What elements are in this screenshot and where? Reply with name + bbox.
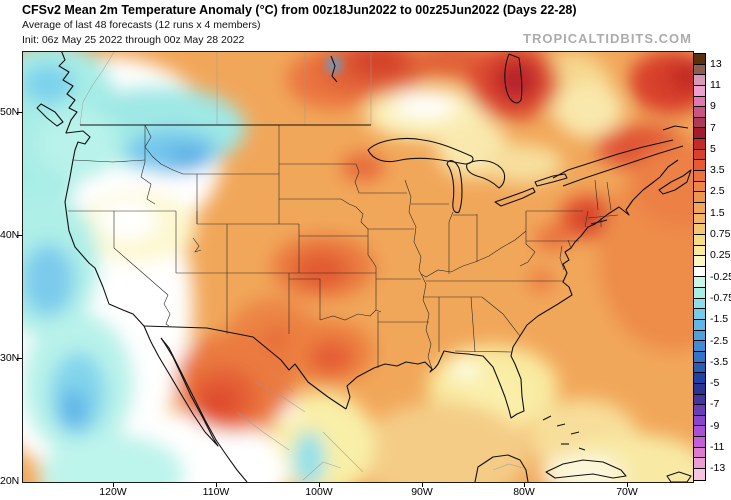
colorbar-segment bbox=[694, 192, 705, 203]
colorbar-label: -0.75 bbox=[710, 291, 731, 304]
colorbar-segment bbox=[694, 351, 705, 363]
colorbar-segment bbox=[694, 107, 705, 118]
colorbar-label: -0.25 bbox=[710, 270, 731, 283]
colorbar-segment bbox=[694, 139, 705, 150]
lake-winnipeg-anomaly-dot bbox=[327, 58, 341, 72]
anomaly-field bbox=[23, 52, 693, 482]
lon-label-110W: 110W bbox=[202, 486, 230, 498]
lon-tick bbox=[113, 483, 114, 487]
colorbar-label: 3.5 bbox=[710, 164, 725, 177]
colorbar-segment bbox=[694, 96, 705, 108]
colorbar-segment bbox=[694, 447, 705, 459]
colorbar-segment bbox=[694, 117, 705, 129]
colorbar-segment bbox=[694, 234, 705, 246]
state-borders bbox=[68, 124, 619, 370]
colorbar-segment bbox=[694, 468, 705, 480]
lon-tick bbox=[319, 483, 320, 487]
lat-tick bbox=[17, 358, 22, 359]
lon-tick bbox=[524, 483, 525, 487]
colorbar-segment bbox=[694, 415, 705, 427]
colorbar-label: -3.5 bbox=[710, 355, 729, 368]
anomaly-map bbox=[22, 51, 694, 483]
colorbar-segment bbox=[694, 202, 705, 214]
colorbar-segment bbox=[694, 383, 705, 395]
lon-tick bbox=[422, 483, 423, 487]
watermark: TROPICALTIDBITS.COM bbox=[523, 31, 692, 46]
colorbar-segment bbox=[694, 224, 705, 235]
lat-label-50N: 50N bbox=[0, 106, 20, 118]
colorbar bbox=[693, 53, 706, 481]
colorbar-label: -1.5 bbox=[710, 313, 729, 326]
colorbar-label: 1.5 bbox=[710, 206, 725, 219]
colorbar-label: -11 bbox=[710, 441, 725, 454]
colorbar-segment bbox=[694, 394, 705, 406]
colorbar-segment bbox=[694, 458, 705, 469]
colorbar-segment bbox=[694, 277, 705, 289]
colorbar-label: 2.5 bbox=[710, 185, 725, 198]
colorbar-segment bbox=[694, 64, 705, 76]
colorbar-label: -13 bbox=[710, 462, 726, 475]
colorbar-segment bbox=[694, 320, 705, 331]
colorbar-segment bbox=[694, 437, 705, 448]
colorbar-label: -9 bbox=[710, 419, 720, 432]
colorbar-label: 11 bbox=[710, 78, 721, 91]
colorbar-label: 9 bbox=[710, 100, 716, 113]
colorbar-segment bbox=[694, 213, 705, 225]
colorbar-segment bbox=[694, 245, 705, 257]
colorbar-labels: 13 11 9 7 5 3.5 2.5 1.5 0.75 0.25 -0.25 -0.75 -1.5 -2… bbox=[710, 53, 731, 481]
colorbar-segment bbox=[694, 309, 705, 321]
colorbar-segment bbox=[694, 288, 705, 299]
colorbar-segment bbox=[694, 181, 705, 193]
colorbar-segment bbox=[694, 149, 705, 161]
subtitle: Average of last 48 forecasts (12 runs x … bbox=[22, 19, 261, 31]
colorbar-label: 0.25 bbox=[710, 249, 731, 262]
lon-label-70W: 70W bbox=[616, 486, 638, 498]
lon-tick bbox=[627, 483, 628, 487]
coastlines bbox=[36, 52, 692, 482]
lat-tick bbox=[17, 112, 22, 113]
map-canvas bbox=[23, 52, 693, 482]
colorbar-label: 5 bbox=[710, 142, 716, 155]
colorbar-segment bbox=[694, 330, 705, 342]
faint-borders bbox=[79, 52, 524, 481]
page-title: CFSv2 Mean 2m Temperature Anomaly (°C) f… bbox=[22, 3, 577, 17]
lat-label-20N: 20N bbox=[0, 475, 20, 487]
lat-tick bbox=[17, 235, 22, 236]
colorbar-segment bbox=[694, 362, 705, 374]
colorbar-segment bbox=[694, 256, 705, 267]
lon-tick bbox=[216, 483, 217, 487]
colorbar-segment bbox=[694, 266, 705, 278]
colorbar-segment bbox=[694, 85, 705, 97]
lon-label-80W: 80W bbox=[513, 486, 535, 498]
colorbar-label: -7 bbox=[710, 398, 720, 411]
init-line: Init: 06z May 25 2022 through 00z May 28… bbox=[22, 34, 245, 46]
colorbar-segment bbox=[694, 405, 705, 416]
colorbar-segment bbox=[694, 373, 705, 384]
colorbar-segment bbox=[694, 426, 705, 438]
lat-label-40N: 40N bbox=[0, 229, 20, 241]
lon-label-90W: 90W bbox=[411, 486, 433, 498]
colorbar-segment bbox=[694, 341, 705, 352]
colorbar-label: -2.5 bbox=[710, 334, 729, 347]
colorbar-segment bbox=[694, 160, 705, 172]
colorbar-label: 0.75 bbox=[710, 228, 731, 241]
colorbar-label: -5 bbox=[710, 377, 720, 390]
lon-label-120W: 120W bbox=[99, 486, 127, 498]
colorbar-segment bbox=[694, 75, 705, 86]
colorbar-segment bbox=[694, 171, 705, 182]
colorbar-label: 7 bbox=[710, 121, 716, 134]
colorbar-segment bbox=[694, 54, 705, 65]
lon-label-100W: 100W bbox=[305, 486, 333, 498]
lat-label-30N: 30N bbox=[0, 352, 20, 364]
colorbar-label: 13 bbox=[710, 57, 722, 70]
colorbar-segment bbox=[694, 298, 705, 310]
colorbar-segment bbox=[694, 128, 705, 140]
